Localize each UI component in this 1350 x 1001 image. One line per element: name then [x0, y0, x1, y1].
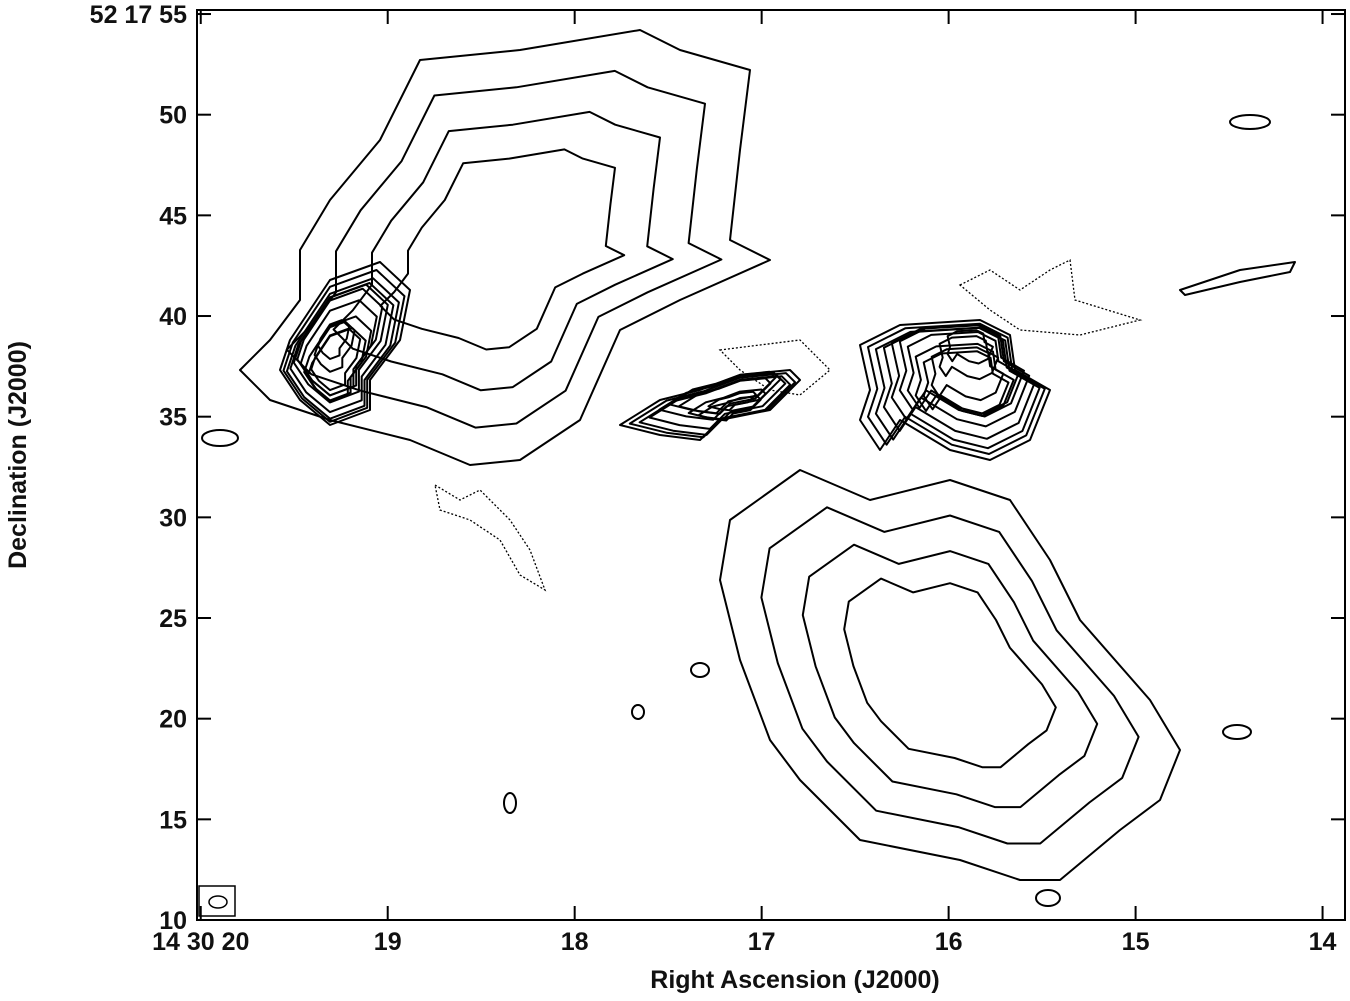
y-tick-label: 50	[159, 102, 187, 130]
contour	[719, 469, 1181, 881]
contour	[914, 342, 1015, 417]
negative-contour	[958, 259, 1143, 336]
contour	[1179, 261, 1296, 296]
contour	[279, 261, 411, 426]
beam	[208, 895, 228, 909]
contour-map	[198, 29, 1296, 917]
negative-contour	[718, 339, 831, 396]
plot-frame	[196, 9, 1346, 921]
contour	[760, 506, 1140, 845]
contour	[503, 792, 517, 814]
contour	[922, 350, 1010, 415]
contour	[859, 319, 1051, 461]
contour	[379, 148, 626, 351]
contour	[1222, 724, 1252, 740]
y-tick-label: 20	[159, 706, 187, 734]
contour	[282, 269, 406, 423]
x-tick-label: 15	[1122, 928, 1150, 956]
y-tick-label: 10	[159, 907, 187, 935]
contour	[292, 283, 389, 404]
y-tick-label: 45	[159, 202, 187, 230]
contour	[697, 395, 762, 422]
contour	[801, 543, 1099, 809]
y-tick-label: 40	[159, 303, 187, 331]
contour	[631, 704, 645, 720]
contour	[628, 372, 797, 439]
contour	[707, 390, 757, 412]
contour	[1229, 114, 1271, 130]
contour	[317, 319, 351, 360]
contour	[313, 320, 356, 373]
x-tick-label: 19	[374, 928, 402, 956]
contour	[201, 429, 239, 447]
contour	[882, 326, 1036, 440]
contour	[843, 577, 1057, 769]
contour	[946, 329, 994, 365]
x-tick-label: 17	[748, 928, 776, 956]
y-tick-label: 35	[159, 404, 187, 432]
contour	[658, 371, 782, 421]
contour	[867, 322, 1046, 455]
contour	[1035, 889, 1061, 907]
y-tick-label: 30	[159, 504, 187, 532]
contour	[677, 377, 772, 415]
x-tick-label: 16	[935, 928, 963, 956]
negative-contour	[434, 483, 547, 592]
y-tick-label: 25	[159, 605, 187, 633]
contour	[285, 277, 400, 420]
x-tick-label: 14	[1309, 928, 1337, 956]
y-tick-label: 15	[159, 806, 187, 834]
x-axis-label: Right Ascension (J2000)	[650, 966, 939, 994]
contour	[690, 662, 710, 678]
contour	[938, 335, 1000, 381]
y-axis-label: Declination (J2000)	[4, 341, 32, 569]
x-tick-label: 18	[561, 928, 589, 956]
contour	[310, 327, 362, 392]
x-tick-label: 14 30 20	[152, 928, 249, 956]
contour	[332, 110, 674, 392]
contour	[239, 29, 771, 466]
contour	[898, 323, 1025, 418]
y-tick-label: 52 17 55	[90, 1, 187, 29]
beam-box	[198, 885, 236, 917]
contour	[930, 346, 1005, 402]
